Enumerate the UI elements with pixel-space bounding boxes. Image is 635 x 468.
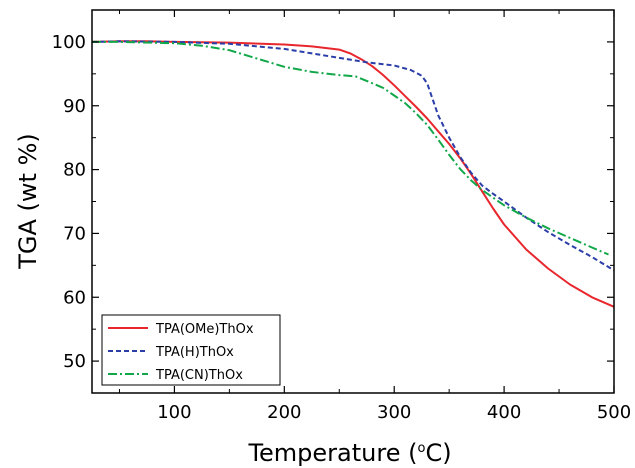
- legend-label-omethox: TPA(OMe)ThOx: [155, 322, 254, 337]
- x-tick-label: 300: [377, 402, 411, 423]
- x-tick-label: 400: [487, 402, 521, 423]
- y-tick-label: 80: [63, 160, 86, 181]
- legend-label-cnthox: TPA(CN)ThOx: [155, 368, 243, 383]
- legend-label-hthox: TPA(H)ThOx: [155, 345, 234, 360]
- series-line-0: [91, 40, 615, 308]
- x-tick-label: 200: [267, 402, 301, 423]
- series-layer: [91, 40, 615, 308]
- x-axis-title-superscript: o: [417, 441, 425, 456]
- y-axis-title: TGA (wt %): [14, 133, 42, 270]
- legend: TPA(OMe)ThOx TPA(H)ThOx TPA(CN)ThOx: [101, 314, 281, 386]
- x-tick-label: 500: [597, 402, 631, 423]
- y-tick-label: 50: [63, 351, 86, 372]
- ticks-layer: 100 200 300 400 500 50 60 70 80 90 100: [52, 10, 631, 423]
- x-axis-title-main: Temperature (: [247, 439, 417, 467]
- x-axis-title: Temperature (oC): [247, 439, 451, 467]
- y-tick-label: 70: [63, 223, 86, 244]
- y-tick-label: 90: [63, 96, 86, 117]
- y-tick-label: 60: [63, 287, 86, 308]
- series-line-2: [92, 40, 609, 256]
- x-axis-title-unit: C): [425, 439, 451, 467]
- series-line-1: [91, 40, 615, 272]
- y-tick-label: 100: [52, 32, 86, 53]
- x-tick-label: 100: [157, 402, 191, 423]
